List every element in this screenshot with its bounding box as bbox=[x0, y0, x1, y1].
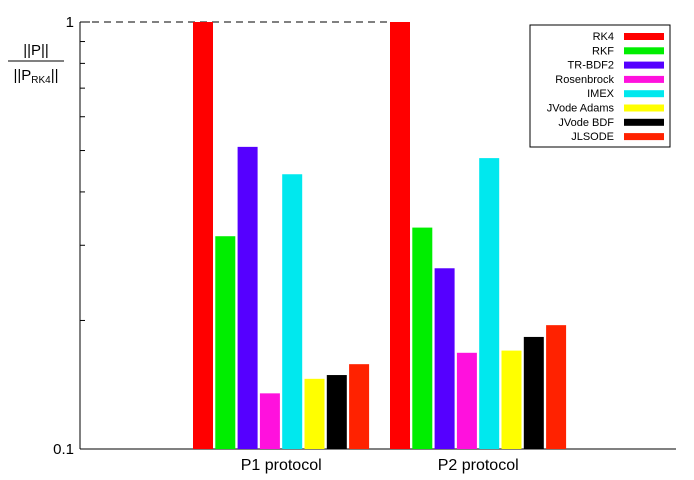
legend-swatch bbox=[624, 90, 664, 98]
bar-jvode-adams-1 bbox=[304, 378, 325, 449]
legend-swatch bbox=[624, 133, 664, 141]
bar-rkf-2 bbox=[412, 227, 433, 449]
legend-swatch bbox=[624, 104, 664, 112]
bar-jlsode-2 bbox=[546, 325, 567, 449]
legend-box bbox=[529, 24, 671, 148]
x-tick-label: P1 protocol bbox=[241, 457, 322, 474]
legend: RK4 RKF TR-BDF2 Rosenbrock IMEX JVode Adams JV… bbox=[529, 24, 671, 148]
bar-rk4-2 bbox=[390, 22, 410, 449]
plot-area bbox=[79, 21, 676, 450]
bar-imex-1 bbox=[282, 174, 303, 449]
legend-label: RK4 bbox=[593, 31, 614, 43]
y-axis-label-denominator-main: ||P bbox=[13, 67, 31, 84]
legend-swatch bbox=[624, 47, 664, 55]
legend-swatch bbox=[624, 61, 664, 69]
bar-rkf-1 bbox=[215, 236, 236, 449]
y-tick-label: 0.1 bbox=[53, 441, 74, 458]
legend-label: TR-BDF2 bbox=[568, 60, 614, 72]
bars bbox=[193, 22, 567, 449]
bar-tr-bdf2-2 bbox=[434, 268, 455, 449]
legend-label: RKF bbox=[592, 45, 614, 57]
y-axis-label-denominator-end: || bbox=[51, 67, 59, 84]
y-tick-label: 1 bbox=[66, 14, 74, 31]
legend-label: Rosenbrock bbox=[555, 74, 614, 86]
x-axis-tick-labels: P1 protocol P2 protocol bbox=[241, 457, 519, 474]
legend-label: JVode Adams bbox=[547, 103, 615, 115]
legend-swatch bbox=[624, 33, 664, 40]
bar-imex-2 bbox=[479, 158, 500, 449]
bar-jvode-adams-2 bbox=[501, 350, 522, 449]
bar-jlsode-1 bbox=[349, 364, 370, 449]
y-axis-label-denominator: ||PRK4|| bbox=[13, 67, 58, 86]
y-axis-label-numerator: ||P|| bbox=[23, 42, 49, 59]
y-axis-ticks: 0.11 bbox=[53, 14, 90, 458]
y-axis-label-denominator-sub: RK4 bbox=[31, 75, 51, 86]
legend-swatch bbox=[624, 75, 664, 83]
legend-label: JVode BDF bbox=[558, 117, 614, 129]
bar-rosenbrock-1 bbox=[259, 393, 280, 449]
bar-jvode-bdf-2 bbox=[523, 336, 544, 449]
x-tick-label: P2 protocol bbox=[438, 457, 519, 474]
legend-swatch bbox=[624, 118, 664, 126]
bar-rk4-1 bbox=[193, 22, 213, 449]
bar-tr-bdf2-1 bbox=[237, 146, 258, 449]
legend-label: JLSODE bbox=[571, 131, 614, 143]
legend-label: IMEX bbox=[587, 88, 615, 100]
y-axis-label: ||P|| ||PRK4|| bbox=[8, 42, 64, 86]
bar-jvode-bdf-1 bbox=[326, 375, 347, 449]
bar-rosenbrock-2 bbox=[456, 352, 477, 449]
